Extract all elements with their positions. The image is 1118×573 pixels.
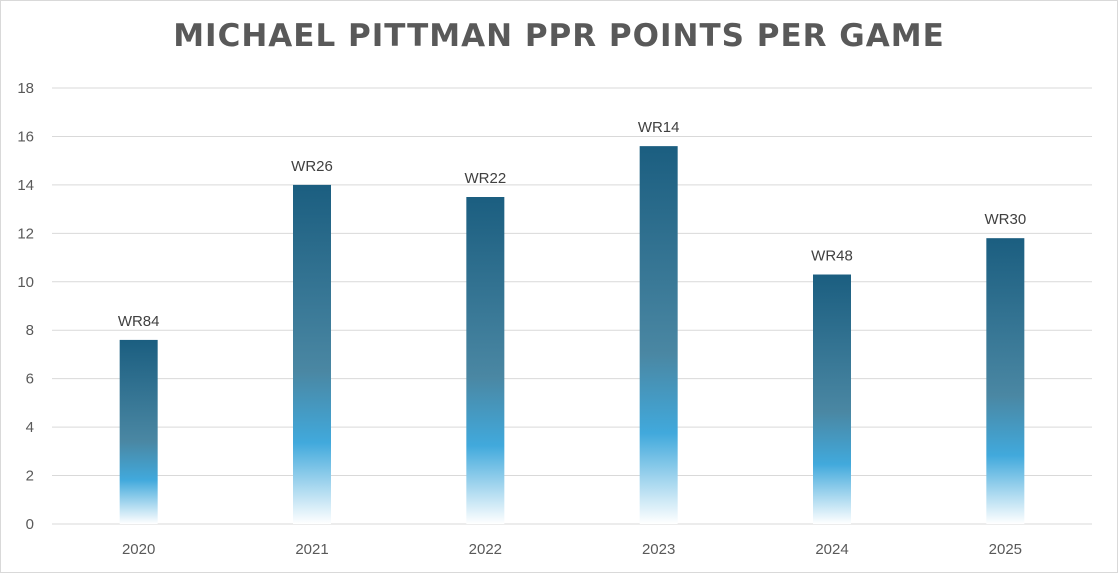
- data-label: WR30: [984, 211, 1026, 228]
- gridlines: [52, 87, 1092, 525]
- data-label: WR14: [638, 119, 680, 136]
- bars: [119, 146, 1025, 524]
- bar-2020: [119, 339, 158, 524]
- bar-2025: [986, 238, 1025, 524]
- y-tick-label: 10: [17, 274, 34, 291]
- bar-2023: [639, 146, 678, 524]
- chart-title: MICHAEL PITTMAN PPR POINTS PER GAME: [173, 18, 945, 54]
- data-label: WR22: [464, 170, 506, 187]
- bar-2021: [293, 184, 331, 524]
- x-tick-label: 2020: [122, 541, 155, 558]
- y-tick-label: 14: [17, 177, 34, 194]
- x-tick-label: 2024: [815, 541, 848, 558]
- y-axis-ticks: 0 2 4 6 8 10 12 14 16 18: [17, 80, 34, 533]
- data-label: WR48: [811, 248, 853, 265]
- y-tick-label: 4: [26, 419, 34, 436]
- data-label: WR84: [118, 313, 160, 330]
- bar-2024: [813, 274, 851, 524]
- x-tick-label: 2021: [295, 541, 328, 558]
- y-tick-label: 2: [26, 468, 34, 485]
- y-tick-label: 0: [26, 516, 34, 533]
- bar-2022: [466, 197, 505, 524]
- data-label: WR26: [291, 158, 333, 175]
- y-tick-label: 16: [17, 128, 34, 145]
- x-tick-label: 2022: [469, 541, 502, 558]
- x-tick-label: 2023: [642, 541, 675, 558]
- x-axis-ticks: 2020 2021 2022 2023 2024 2025: [122, 541, 1022, 558]
- y-tick-label: 6: [26, 371, 34, 388]
- data-labels: WR84 WR26 WR22 WR14 WR48 WR30: [118, 119, 1026, 330]
- x-tick-label: 2025: [989, 541, 1022, 558]
- y-tick-label: 8: [26, 322, 34, 339]
- y-tick-label: 12: [17, 225, 34, 242]
- y-tick-label: 18: [17, 80, 34, 97]
